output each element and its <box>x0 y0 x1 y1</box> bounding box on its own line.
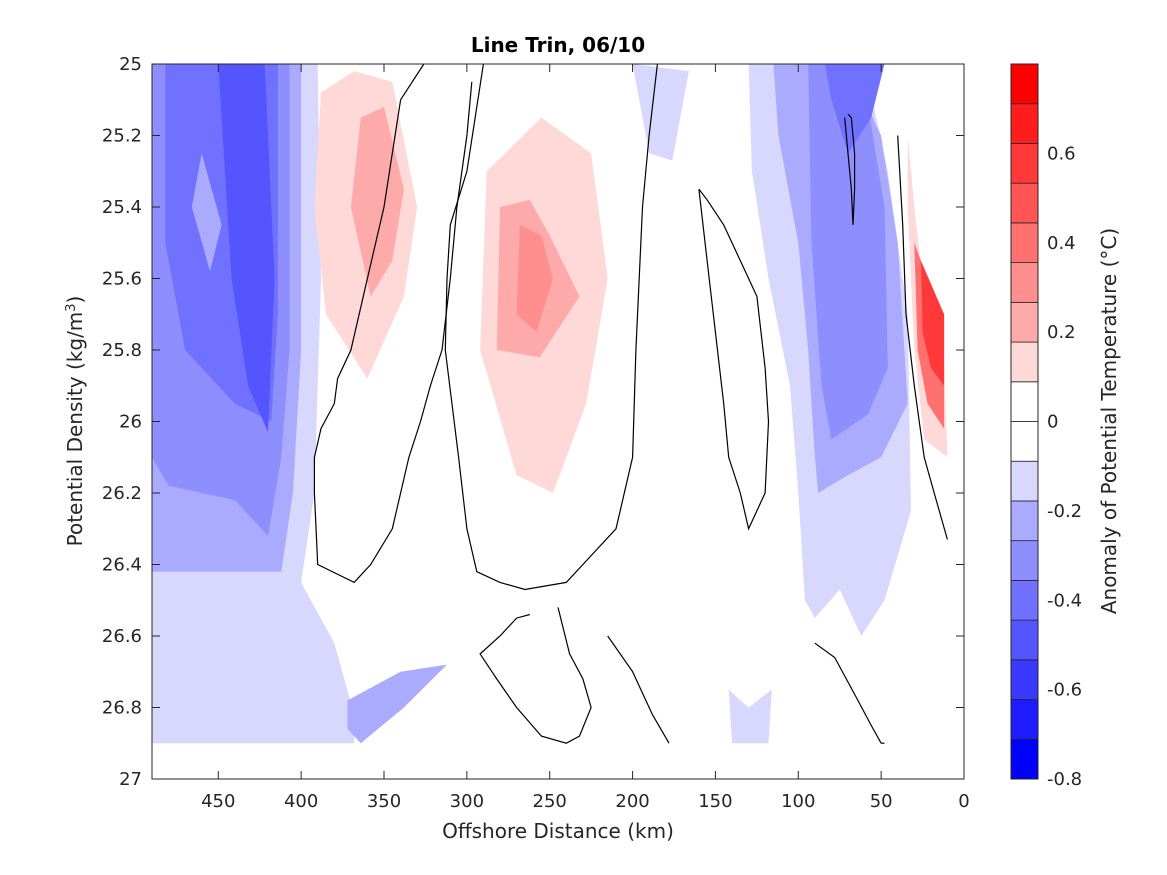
contour-fill-region-12 <box>728 689 772 744</box>
x-tick-label: 100 <box>781 791 815 812</box>
colorbar-level-5 <box>1010 540 1039 581</box>
filled-contour-layer <box>152 64 948 744</box>
y-tick-label: 25.8 <box>102 340 142 361</box>
x-tick-label: 350 <box>367 791 401 812</box>
zero-contour-line-2 <box>698 188 770 531</box>
colorbar-level-0 <box>1010 738 1039 780</box>
zero-contour-line-3 <box>844 113 856 225</box>
zero-contour-line-7 <box>814 642 882 744</box>
x-tick-label: 450 <box>201 791 235 812</box>
x-tick-label: 200 <box>615 791 649 812</box>
colorbar-level-14 <box>1010 182 1039 224</box>
zero-contour-line-6 <box>607 635 670 744</box>
y-tick-label: 26.4 <box>102 555 142 576</box>
y-tick-label: 25.4 <box>102 197 142 218</box>
x-tick-label: 400 <box>284 791 318 812</box>
colorbar-level-9 <box>1010 381 1039 422</box>
colorbar-level-8 <box>1010 421 1039 462</box>
zero-contour-line-4 <box>897 135 948 540</box>
y-tick-label: 27 <box>119 769 142 790</box>
colorbar-tick-label: -0.6 <box>1047 680 1082 701</box>
contour-fill-region-20 <box>920 260 945 386</box>
contour-fill-region-5 <box>191 153 222 272</box>
contour-fill-region-4 <box>218 64 275 433</box>
x-tick-label: 50 <box>870 791 893 812</box>
y-tick-label: 25 <box>119 54 142 75</box>
colorbar-level-7 <box>1010 460 1039 502</box>
colorbar-tick-label: -0.8 <box>1047 769 1082 790</box>
y-axis-label-text: Potential Density (kg/m <box>63 312 87 547</box>
colorbar-frame <box>1010 63 1039 780</box>
contour-fill-region-10 <box>824 64 885 154</box>
x-axis-ticks: 450 400 350 300 250 200 150 100 50 0 <box>201 64 970 812</box>
colorbar-tick-label: 0 <box>1047 412 1058 433</box>
colorbar-tick-label: -0.4 <box>1047 590 1082 611</box>
zero-contour-line-1 <box>444 64 658 591</box>
colorbar-tick-label: 0.4 <box>1047 233 1076 254</box>
colorbar-level-11 <box>1010 301 1039 343</box>
y-tick-label: 25.2 <box>102 126 142 147</box>
colorbar-tick-label: -0.2 <box>1047 501 1082 522</box>
x-tick-label: 0 <box>958 791 969 812</box>
y-tick-label: 26.6 <box>102 626 142 647</box>
colorbar-level-3 <box>1010 619 1039 661</box>
colorbar-label: Anomaly of Potential Temperature (°C) <box>1097 228 1121 614</box>
colorbar-level-17 <box>1010 63 1039 105</box>
y-tick-label: 26.2 <box>102 483 142 504</box>
zero-contour-line-0 <box>313 64 473 584</box>
colorbar <box>1010 63 1039 780</box>
colorbar-level-16 <box>1010 103 1039 144</box>
y-tick-label: 25.6 <box>102 269 142 290</box>
colorbar-ticks: -0.8 -0.6 -0.4 -0.2 0 0.2 0.4 0.6 <box>1047 143 1082 790</box>
y-axis-label-superscript: 3 <box>64 303 79 311</box>
x-tick-label: 250 <box>533 791 567 812</box>
colorbar-level-1 <box>1010 699 1039 740</box>
contour-fill-region-14 <box>350 106 404 297</box>
contour-line-layer <box>313 64 948 744</box>
y-axis-ticks: 25 25.2 25.4 25.6 25.8 26 26.2 26.4 26.6 26.8 27 <box>102 54 964 790</box>
colorbar-level-12 <box>1010 262 1039 303</box>
chart-title: Line Trin, 06/10 <box>471 33 645 57</box>
colorbar-level-15 <box>1010 143 1039 184</box>
x-tick-label: 300 <box>450 791 484 812</box>
y-axis-label: Potential Density (kg/m3) <box>63 296 87 547</box>
colorbar-level-13 <box>1010 222 1039 264</box>
colorbar-level-6 <box>1010 500 1039 542</box>
colorbar-level-10 <box>1010 341 1039 383</box>
x-tick-label: 150 <box>698 791 732 812</box>
contour-fill-region-9 <box>808 64 888 440</box>
contour-fill-region-11 <box>632 64 689 161</box>
x-axis-label: Offshore Distance (km) <box>442 819 674 843</box>
contour-fill-region-6 <box>347 664 447 744</box>
colorbar-tick-label: 0.2 <box>1047 322 1076 343</box>
y-tick-label: 26.8 <box>102 698 142 719</box>
colorbar-level-2 <box>1010 659 1039 700</box>
y-tick-label: 26 <box>119 412 142 433</box>
y-axis-label-close: ) <box>63 296 87 304</box>
zero-contour-line-5 <box>479 607 592 744</box>
contour-fill-region-17 <box>516 224 553 333</box>
colorbar-level-4 <box>1010 579 1039 621</box>
colorbar-tick-label: 0.6 <box>1047 143 1076 164</box>
